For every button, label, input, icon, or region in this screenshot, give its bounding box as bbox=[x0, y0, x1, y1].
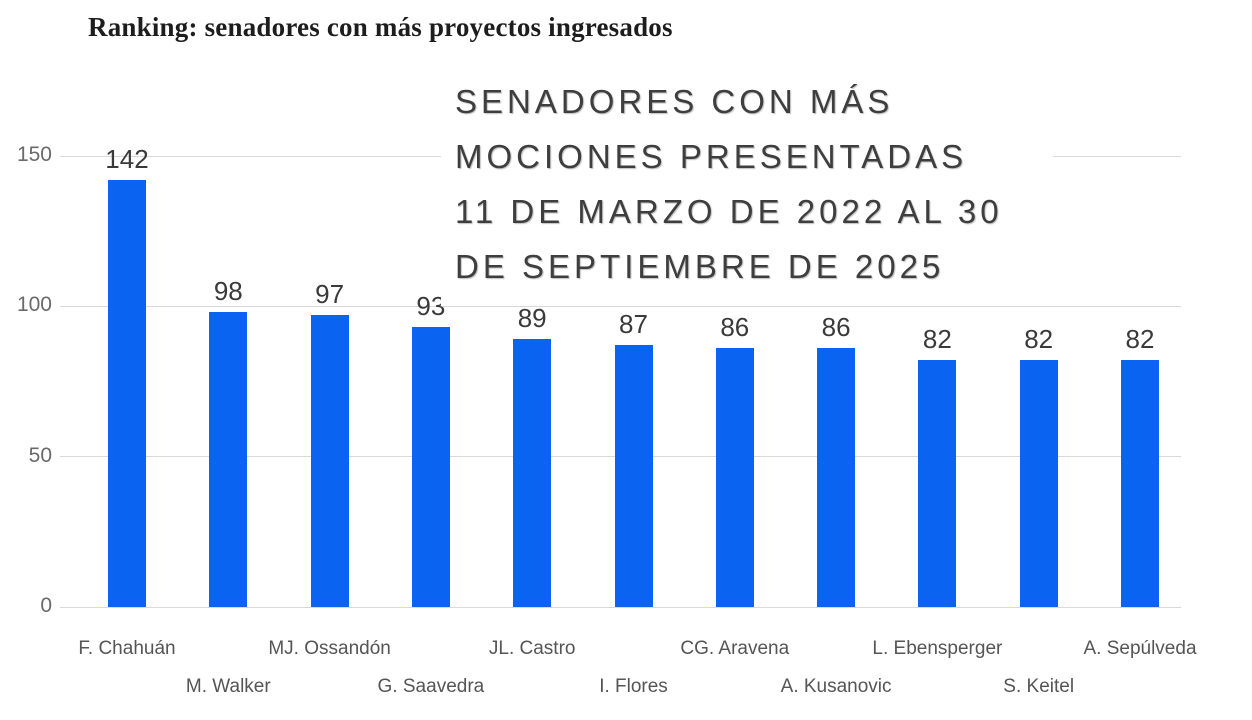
bar-value-label: 82 bbox=[1024, 324, 1054, 355]
chart-title-line-1: SENADORES CON MÁS bbox=[455, 83, 894, 120]
bar-value-label: 98 bbox=[213, 276, 243, 307]
bar-A. Sepúlveda bbox=[1121, 360, 1159, 607]
x-tick-label: L. Ebensperger bbox=[872, 638, 1003, 659]
y-tick-label-50: 50 bbox=[28, 443, 52, 467]
chart-title: SENADORES CON MÁS MOCIONES PRESENTADAS 1… bbox=[441, 64, 1053, 306]
bar-M. Walker bbox=[209, 312, 248, 607]
page-title: Ranking: senadores con más proyectos ing… bbox=[88, 12, 673, 42]
bar-CG. Aravena bbox=[715, 348, 754, 607]
bar-value-label: 93 bbox=[416, 291, 446, 322]
y-tick-label-0: 0 bbox=[40, 594, 52, 617]
y-tick-label-100: 100 bbox=[16, 293, 52, 317]
bar-G. Saavedra bbox=[411, 327, 450, 607]
bar-value-label: 142 bbox=[105, 144, 149, 175]
x-tick-label: A. Sepúlveda bbox=[1083, 638, 1197, 659]
gridline-y-0 bbox=[60, 606, 1181, 608]
x-tick-label: G. Saavedra bbox=[377, 676, 485, 697]
chart-title-line-3: 11 DE MARZO DE 2022 AL 30 bbox=[455, 193, 1003, 230]
x-tick-label: MJ. Ossandón bbox=[268, 638, 391, 659]
chart-title-line-2: MOCIONES PRESENTADAS bbox=[455, 138, 968, 175]
chart-title-line-4: DE SEPTIEMBRE DE 2025 bbox=[455, 248, 945, 285]
bar-value-label: 86 bbox=[720, 312, 750, 343]
x-tick-label: M. Walker bbox=[185, 676, 271, 697]
gridline-y-100 bbox=[60, 305, 1181, 307]
bar-value-label: 89 bbox=[517, 303, 547, 334]
bar-value-label: 87 bbox=[619, 309, 648, 340]
bar-S. Keitel bbox=[1019, 360, 1058, 607]
bar-value-label: 86 bbox=[821, 312, 851, 343]
x-tick-label: A. Kusanovic bbox=[780, 676, 892, 697]
y-tick-label-150: 150 bbox=[16, 143, 52, 166]
x-tick-label: I. Flores bbox=[599, 676, 668, 697]
bar-L. Ebensperger bbox=[918, 360, 957, 607]
bar-value-label: 82 bbox=[1125, 324, 1155, 355]
bar-JL. Castro bbox=[513, 339, 552, 607]
bar-A. Kusanovic bbox=[817, 348, 856, 607]
bar-F. Chahuán bbox=[108, 180, 146, 607]
bar-MJ. Ossandón bbox=[310, 315, 349, 607]
x-tick-label: CG. Aravena bbox=[680, 638, 790, 659]
bar-I. Flores bbox=[614, 345, 653, 607]
x-tick-label: S. Keitel bbox=[1003, 676, 1075, 697]
x-tick-label: JL. Castro bbox=[488, 638, 576, 659]
bar-value-label: 82 bbox=[922, 324, 952, 355]
x-tick-label: F. Chahuán bbox=[78, 638, 176, 659]
bar-value-label: 97 bbox=[315, 279, 345, 310]
